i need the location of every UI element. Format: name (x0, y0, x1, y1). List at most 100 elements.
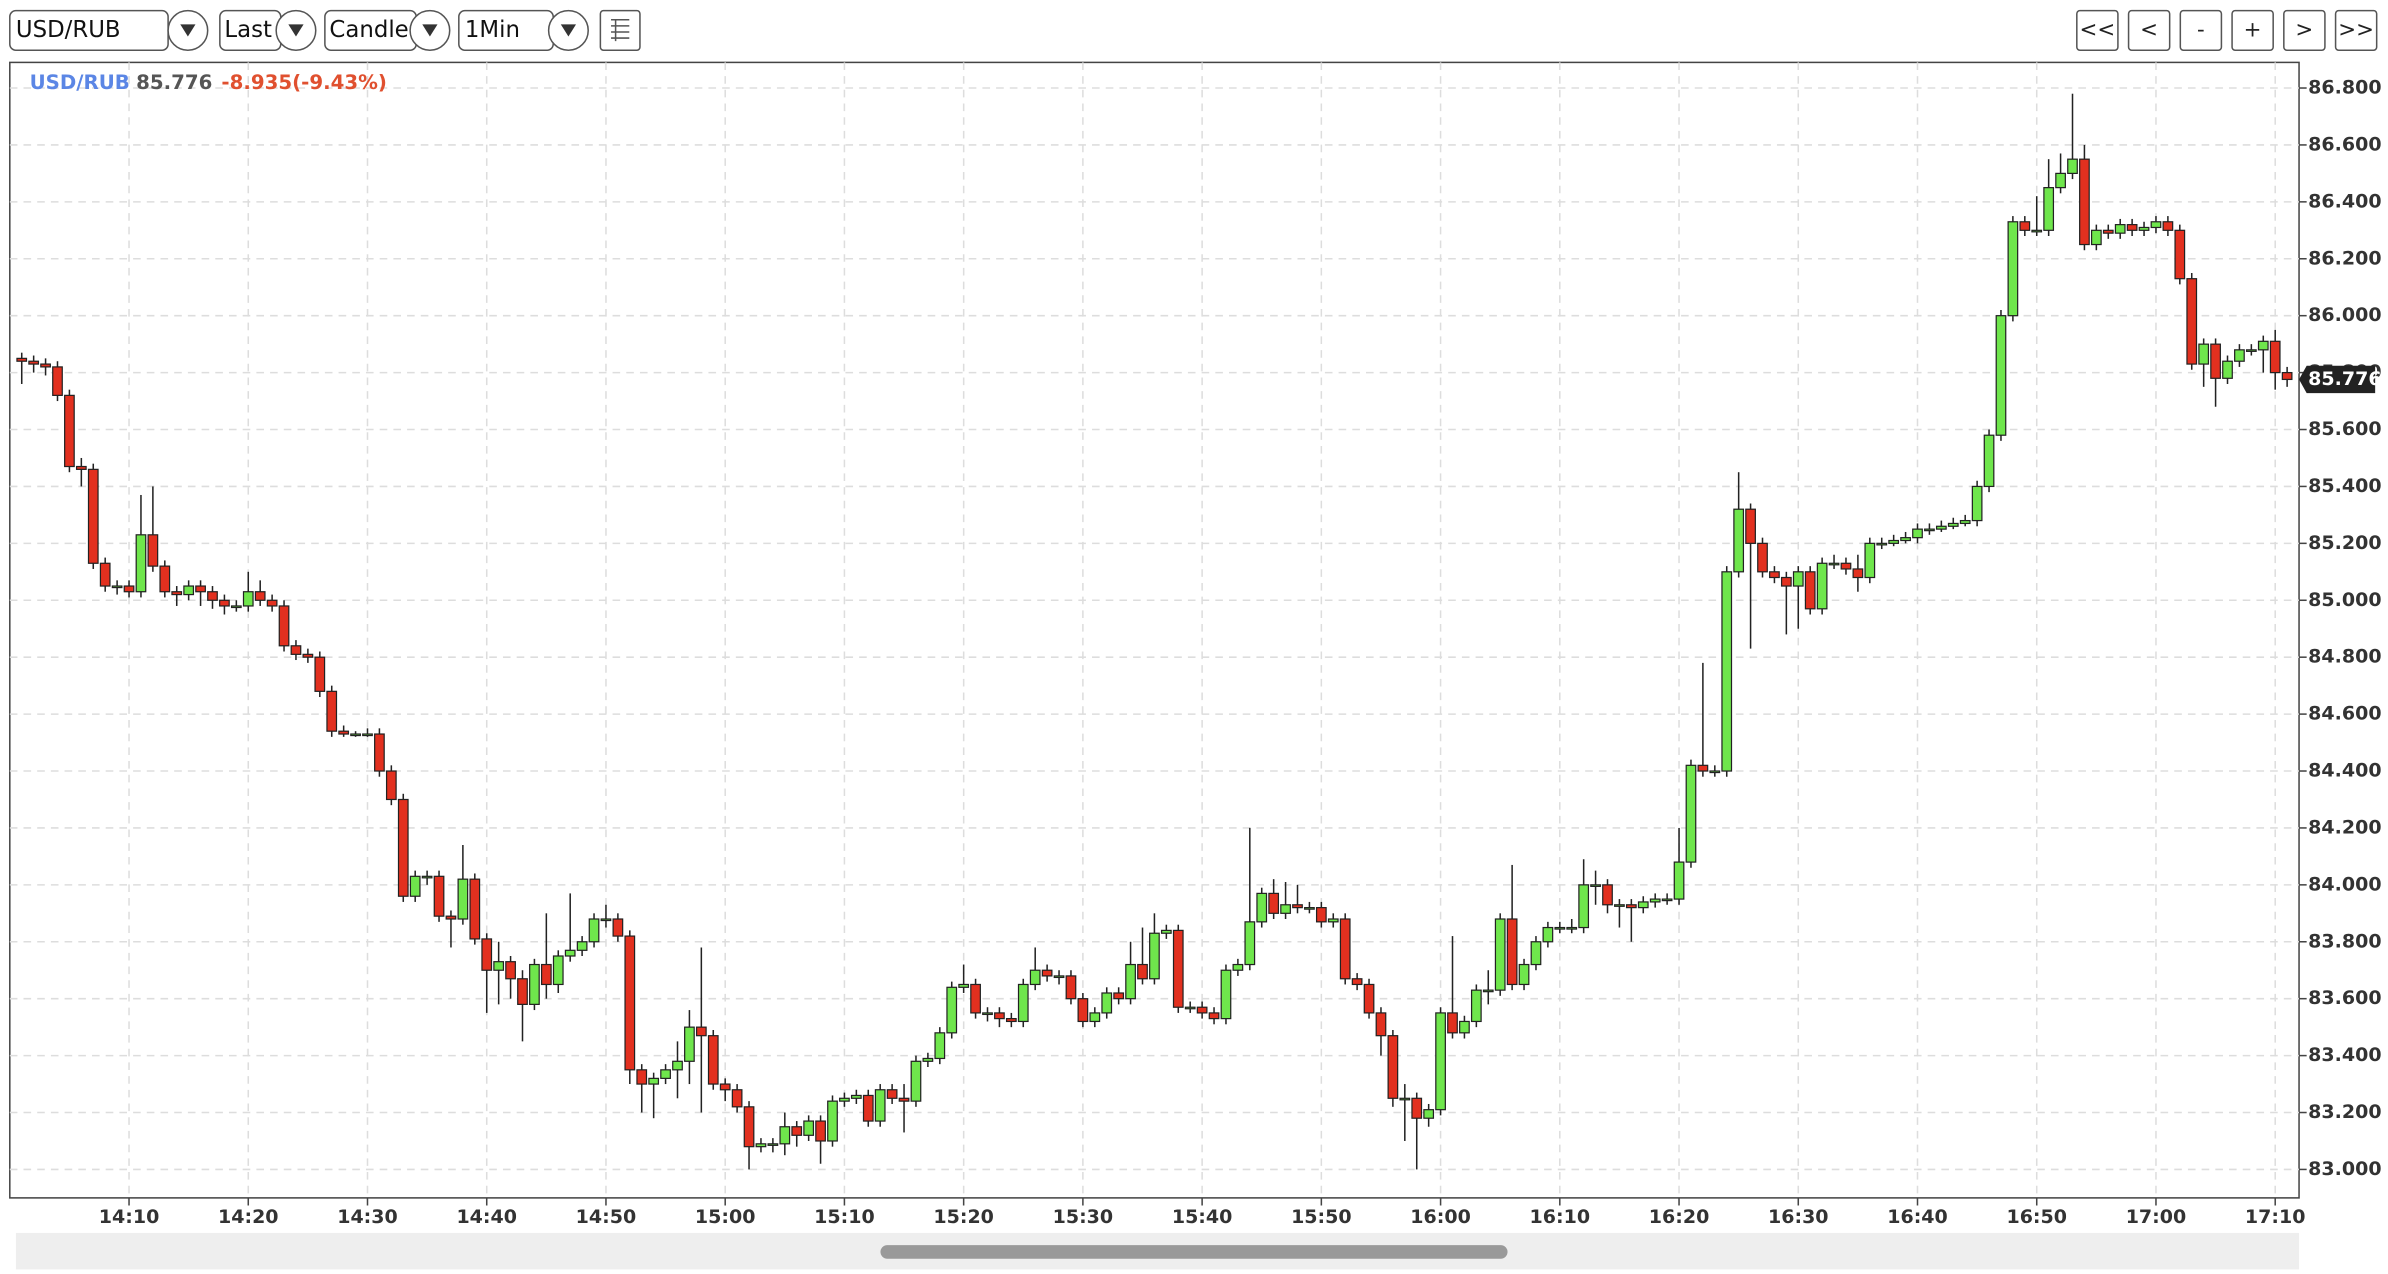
nav-button[interactable] (2231, 9, 2274, 51)
x-tick-label: 15:20 (933, 1206, 994, 1228)
candle-body (1900, 537, 1911, 542)
x-tick-label: 14:40 (456, 1206, 517, 1228)
candle-body (1959, 519, 1971, 525)
candle-body (1077, 998, 1089, 1023)
nav-button[interactable] (2283, 9, 2326, 51)
candle-body (374, 733, 385, 772)
candle-body (1876, 542, 1888, 546)
candle-body (1721, 571, 1733, 772)
candle-body (2257, 340, 2269, 351)
header-last-price: 85.776 (136, 71, 212, 94)
x-tick-label: 15:30 (1053, 1206, 1114, 1228)
y-tick-label: 83.800 (2308, 930, 2381, 952)
candle-body (946, 986, 958, 1034)
candle-body (1673, 861, 1685, 900)
y-tick-label: 83.400 (2308, 1044, 2381, 1066)
candle-body (994, 1012, 1005, 1020)
candle-body (1554, 926, 1566, 930)
candle-body (886, 1089, 898, 1099)
x-tick-label: 16:20 (1649, 1206, 1710, 1228)
candle-body (1351, 978, 1363, 986)
candle-body (540, 963, 552, 986)
candle-body (1590, 884, 1601, 887)
candle-body (803, 1120, 815, 1136)
nav-button-label: < (2140, 17, 2158, 42)
nav-button[interactable] (2127, 9, 2171, 51)
scrollbar-thumb[interactable] (880, 1245, 1508, 1259)
nav-button[interactable] (2076, 9, 2119, 51)
candle-body (409, 875, 421, 897)
nav-buttons: << < - + > >> (2076, 9, 2378, 51)
plot-frame (9, 61, 2300, 1199)
candle-body (898, 1097, 910, 1102)
candle-body (827, 1100, 838, 1142)
candle-body (1769, 571, 1780, 579)
y-tick-label: 85.600 (2308, 418, 2381, 440)
candle-body (242, 591, 254, 607)
candle-body (910, 1060, 922, 1102)
candle-body (2222, 360, 2233, 379)
axes: 83.000 83.200 83.400 83.600 83.800 84.000 84.2… (99, 77, 2382, 1229)
x-tick-label: 17:00 (2126, 1206, 2187, 1228)
candle-body (719, 1083, 731, 1091)
candle-body (1399, 1097, 1411, 1101)
x-tick-label: 14:30 (337, 1206, 398, 1228)
x-tick-label: 15:40 (1172, 1206, 1233, 1228)
candle-body (99, 562, 111, 587)
candle-body (2031, 229, 2043, 233)
candle-body (326, 690, 338, 732)
candle-body (1363, 983, 1375, 1014)
candle-body (183, 585, 195, 596)
candle-body (1780, 576, 1792, 587)
candle-body (1983, 434, 1995, 488)
candle-body (1625, 904, 1637, 909)
candle-body (2162, 221, 2174, 231)
candle-body (1947, 522, 1959, 527)
candle-body (2055, 172, 2066, 189)
candle-body (1935, 525, 1947, 530)
y-tick-label: 86.800 (2308, 77, 2381, 99)
candle-body (314, 656, 326, 692)
candle-body (1542, 926, 1554, 943)
arrow-icon (288, 24, 304, 37)
y-tick-label: 83.600 (2308, 987, 2381, 1009)
candle-body (147, 534, 159, 567)
candle-body (934, 1032, 946, 1060)
symbol-dropdown[interactable]: USD/RUB (9, 9, 209, 51)
candle-body (1924, 528, 1935, 532)
candle-body (672, 1060, 683, 1071)
nav-button[interactable] (2334, 9, 2378, 51)
candle-body (922, 1057, 934, 1062)
candle-body (1304, 907, 1315, 910)
candle-body (338, 730, 350, 735)
candle-body (1745, 508, 1756, 544)
candle-body (552, 955, 564, 986)
candle-body (230, 605, 242, 609)
candle-body (1709, 770, 1721, 774)
candle-body (839, 1097, 850, 1102)
candle-body (493, 961, 505, 971)
price-type-dropdown[interactable]: Last (219, 9, 317, 51)
nav-button[interactable] (2179, 9, 2223, 51)
button-box[interactable] (599, 9, 641, 51)
chart-type-dropdown[interactable]: Candle (324, 9, 451, 51)
interval-dropdown[interactable]: 1Min (458, 9, 589, 51)
candle-body (2186, 278, 2198, 365)
candle-body (2043, 187, 2055, 231)
candle-body (982, 1012, 993, 1016)
candle-body (254, 591, 266, 601)
dropdown-text: USD/RUB (16, 17, 121, 43)
candle-body (2090, 229, 2102, 246)
candle-body (1566, 926, 1578, 930)
candle-body (207, 591, 218, 601)
table-button[interactable] (599, 9, 641, 51)
candle-body (1697, 764, 1709, 772)
candle-body (457, 878, 469, 920)
candle-body (87, 468, 99, 564)
candle-body (1459, 1020, 1470, 1034)
candle-body (529, 963, 540, 1005)
x-tick-label: 17:10 (2245, 1206, 2306, 1228)
candle-body (266, 599, 278, 607)
